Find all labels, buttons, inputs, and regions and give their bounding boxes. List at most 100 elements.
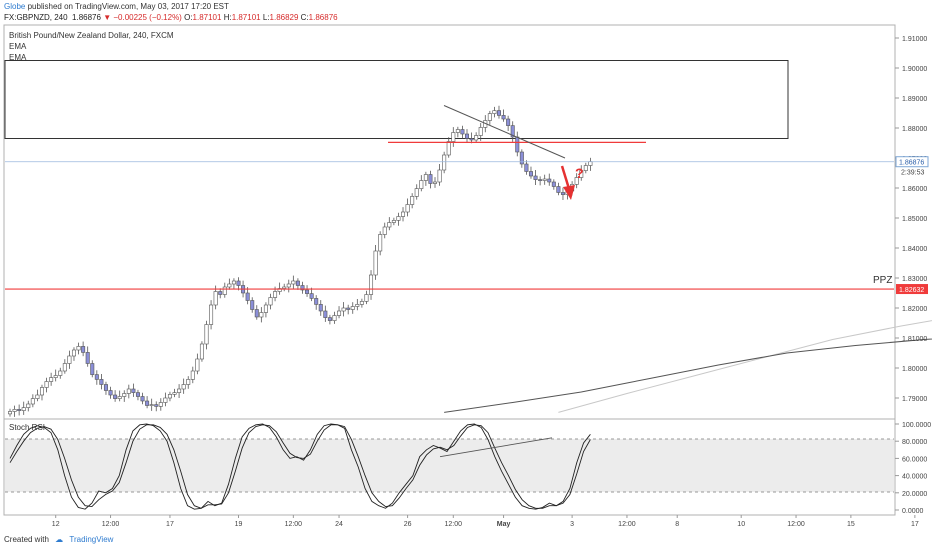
candle [204, 320, 209, 350]
candle [382, 222, 387, 239]
price-tick-label: 1.88000 [902, 126, 927, 133]
candle [26, 400, 31, 412]
stoch-tick-label: 60.0000 [902, 456, 927, 463]
candle [556, 182, 561, 196]
ohlc-bar: FX:GBPNZD, 240 1.86876 ▼ −0.00225 (−0.12… [4, 13, 338, 23]
symbol-label: FX:GBPNZD, 240 [4, 13, 68, 22]
candle [350, 302, 355, 314]
candle [190, 366, 195, 384]
price-tick-label: 1.89000 [902, 96, 927, 103]
time-tick-label: 17 [911, 521, 919, 528]
candle [405, 198, 410, 217]
candle [135, 389, 140, 401]
down-arrow-icon: ▼ [103, 13, 112, 22]
tradingview-brand[interactable]: TradingView [69, 535, 114, 544]
resistance-zone-box[interactable] [4, 60, 789, 139]
price-tick-label: 1.80000 [902, 366, 927, 373]
candle [583, 162, 588, 174]
current-price-tag: 1.86876 [899, 160, 924, 167]
candle [71, 347, 76, 361]
candle [177, 384, 182, 398]
ema-layer [444, 320, 932, 413]
candles-layer [8, 105, 593, 417]
candle [515, 131, 520, 157]
candle [108, 386, 113, 399]
stoch-layer [9, 423, 591, 510]
bar-countdown: 2:39:53 [901, 170, 924, 177]
time-tick-label: 15 [847, 521, 855, 528]
tradingview-logo-icon[interactable]: ☁ [55, 535, 64, 544]
time-tick-label: May [497, 521, 511, 528]
low-value: 1.86829 [269, 13, 299, 22]
footer: Created with ☁ TradingView [4, 535, 113, 544]
last-price: 1.86876 [72, 13, 101, 22]
main-pane[interactable] [3, 24, 896, 420]
candle [17, 404, 22, 416]
price-axis[interactable]: 1.910001.900001.890001.880001.870001.860… [895, 36, 929, 403]
candle [268, 293, 273, 310]
candle [560, 187, 565, 200]
candle [236, 277, 241, 291]
candle [355, 299, 360, 311]
candle [464, 129, 469, 143]
candle [533, 170, 538, 185]
candle [8, 408, 13, 417]
candle [401, 207, 406, 222]
candle [158, 398, 163, 411]
candle [478, 123, 483, 141]
candle [44, 377, 49, 393]
candle [67, 350, 72, 369]
candle [103, 381, 108, 395]
candle [337, 306, 342, 319]
candle [419, 175, 424, 192]
low-label: L: [262, 13, 270, 22]
candle [231, 278, 236, 290]
change-value: −0.00225 (−0.12%) [113, 13, 182, 22]
trend-line[interactable] [443, 105, 566, 159]
candle [369, 270, 374, 300]
publish-text: published on TradingView.com, May 03, 20… [27, 2, 229, 11]
stoch-tick-label: 80.0000 [902, 439, 927, 446]
candle [378, 231, 383, 256]
time-tick-label: 26 [404, 521, 412, 528]
time-tick-label: 12:00 [618, 521, 636, 528]
candle [140, 392, 145, 405]
candle [122, 390, 127, 402]
candle [501, 109, 506, 122]
candle [167, 391, 172, 402]
high-value: 1.87101 [231, 13, 261, 22]
candle [396, 212, 401, 226]
candle [81, 341, 86, 357]
stoch-axis: 100.0000 80.0000 60.0000 40.0000 20.0000 0.00… [895, 422, 931, 515]
candle [282, 283, 287, 292]
candle [291, 275, 296, 289]
candle [492, 106, 497, 118]
price-tick-label: 1.81000 [902, 336, 927, 343]
time-tick-label: 12:00 [445, 521, 463, 528]
time-axis[interactable]: 12 12:00 17 19 12:00 24 26 12:00 May 3 12:00 8 10 12:… [52, 515, 932, 528]
close-value: 1.86876 [308, 13, 338, 22]
stoch-tick-label: 20.0000 [902, 491, 927, 498]
candle [195, 353, 200, 375]
candle [542, 174, 547, 185]
candle [446, 137, 451, 158]
candle [209, 300, 214, 330]
price-tick-label: 1.86000 [902, 186, 927, 193]
stoch-tick-label: 40.0000 [902, 474, 927, 481]
candle [39, 384, 44, 401]
candle [341, 302, 346, 317]
candle [149, 398, 154, 411]
candle [469, 132, 474, 144]
candle [53, 369, 58, 382]
down-arrow-head [563, 185, 575, 200]
candle [332, 311, 337, 324]
author-link[interactable]: Globe [4, 2, 26, 11]
candle [259, 307, 264, 323]
stoch-pane[interactable] [3, 418, 896, 516]
candle [58, 367, 63, 379]
candle [309, 287, 314, 302]
candle [263, 302, 268, 318]
time-tick-label: 19 [235, 521, 243, 528]
candle [588, 157, 593, 171]
